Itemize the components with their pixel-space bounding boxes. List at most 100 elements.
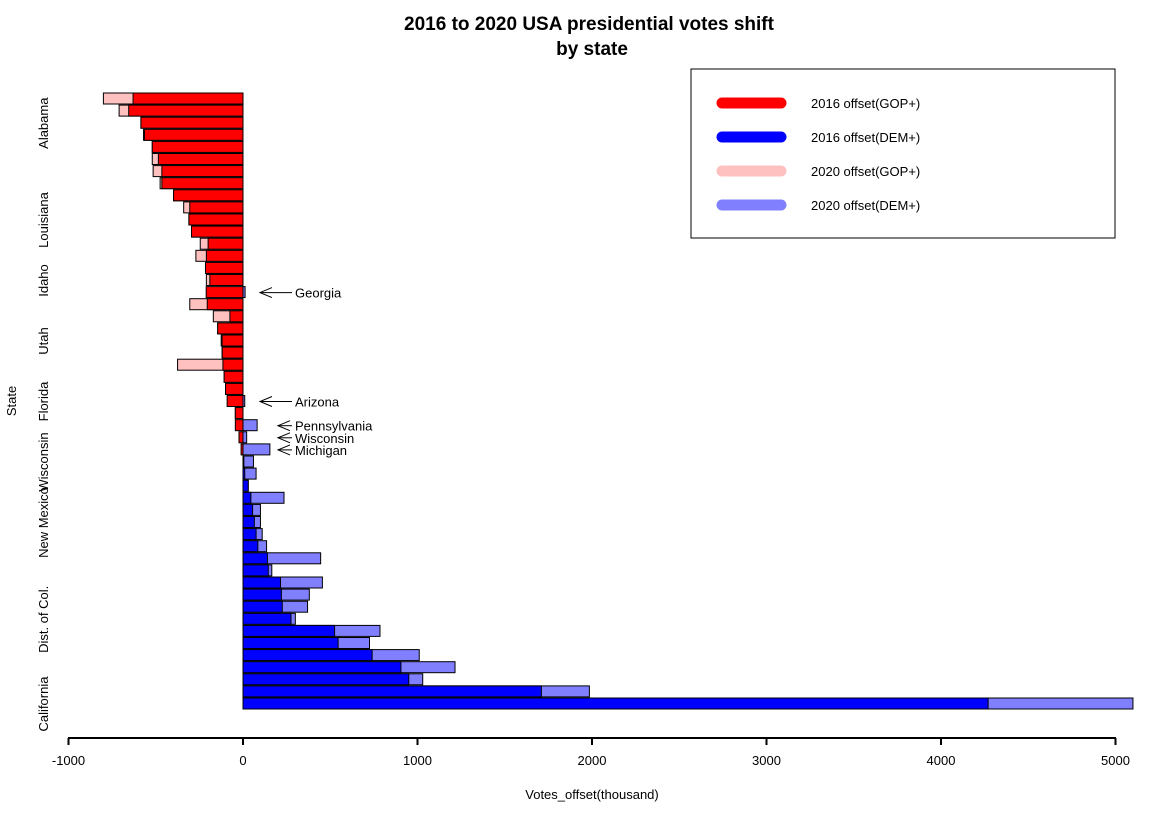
annotation-arrow-head [258,287,273,299]
bar-row [242,576,323,589]
bar-2016 [205,249,244,262]
x-axis-label: Votes_offset(thousand) [525,787,658,802]
annotation-arrow-head [276,420,291,432]
annotation-label: Pennsylvania [295,419,373,434]
bar-row [195,249,244,262]
y-tick-label: Idaho [36,264,51,297]
x-tick-label: 2000 [578,753,607,768]
bar-2020 [242,455,254,468]
x-tick-label: 0 [239,753,246,768]
bar-row [173,189,244,202]
x-ticks: -1000 0 1000 2000 3000 4000 5000 [52,738,1130,768]
bar-row [151,140,244,153]
bar-row [177,358,244,371]
bar-row [225,382,244,395]
bar-2016 [242,661,402,674]
bar-row [212,310,244,323]
y-tick-label: Dist. of Col. [36,586,51,653]
bar-row [242,612,296,625]
bar-2016 [242,697,989,710]
annotation-label: Georgia [295,286,342,301]
bar-2016 [229,310,244,323]
bar-2016 [242,503,254,516]
legend-item: 2020 offset(GOP+) [716,164,920,179]
bar-2016 [242,528,257,541]
bar-row [226,395,246,407]
x-tick-label: 4000 [927,753,956,768]
bar-row [242,552,322,565]
chart-title: 2016 to 2020 USA presidential votes shif… [404,14,775,35]
bar-2016 [242,455,245,468]
bar-2016 [242,600,283,613]
bar-row [242,540,268,553]
bar-2016 [217,322,244,335]
bar-2016 [189,201,244,214]
bar-2020 [242,419,258,432]
annotation: Georgia [258,286,342,301]
bar-row [242,661,456,674]
bar-row [242,600,309,613]
bar-row [204,261,244,274]
bar-row [242,637,371,649]
bar-2016 [242,588,282,601]
legend-label: 2016 offset(GOP+) [811,96,920,111]
bar-row [242,467,257,480]
bar-2016 [132,92,244,105]
bar-2016 [140,116,244,129]
bar-2016 [242,673,410,686]
bar-row [242,564,273,577]
annotation-arrow-head [258,396,273,407]
bar-row [159,177,244,190]
bar-row [242,491,285,504]
bar-row [102,92,244,105]
bar-row [242,649,420,662]
bar-row [188,213,244,226]
bars [102,92,1134,710]
bar-2016 [238,431,244,444]
bar-row [220,334,244,347]
bar-row [217,322,244,335]
bar-2016 [157,153,244,165]
bar-2016 [191,225,244,238]
annotation-arrow-head [276,444,291,456]
legend-items: 2016 offset(GOP+) 2016 offset(DEM+) 2020 o… [716,96,920,213]
bar-2016 [161,177,244,190]
bar-2016 [161,165,244,178]
bar-row [152,165,244,178]
bar-row [242,588,310,601]
bar-row [118,104,244,117]
bar-2016 [242,612,292,625]
bar-row [205,274,244,286]
legend: 2016 offset(GOP+) 2016 offset(DEM+) 2020 o… [690,68,1116,239]
annotation: Arizona [258,395,340,410]
bar-2016 [242,576,282,589]
bar-row [221,346,244,359]
x-tick-label: 5000 [1101,753,1130,768]
y-tick-labels: Alabama Louisiana Idaho Utah Florida Wisconsi… [36,97,51,732]
bar-row [242,516,261,528]
bar-2016 [225,382,244,395]
bar-2016 [242,552,268,565]
bar-2016 [234,407,244,420]
annotation-label: Arizona [295,395,340,410]
bar-row [223,370,244,383]
bar-row [151,153,244,165]
bar-row [189,298,244,311]
bar-2016 [242,479,249,492]
bar-row [242,697,1134,710]
bar-2016 [223,370,244,383]
bar-2016 [242,540,259,553]
legend-item: 2020 offset(DEM+) [716,198,920,213]
bar-row [199,237,244,250]
legend-item: 2016 offset(GOP+) [716,96,920,111]
bar-2016 [188,213,244,226]
bar-2016 [206,298,244,311]
bar-2016 [242,516,255,528]
bar-2016 [143,128,244,141]
bar-2016 [242,564,269,577]
bar-row [242,479,249,492]
bar-row [140,116,244,129]
bar-row [240,443,271,456]
legend-label: 2020 offset(GOP+) [811,164,920,179]
